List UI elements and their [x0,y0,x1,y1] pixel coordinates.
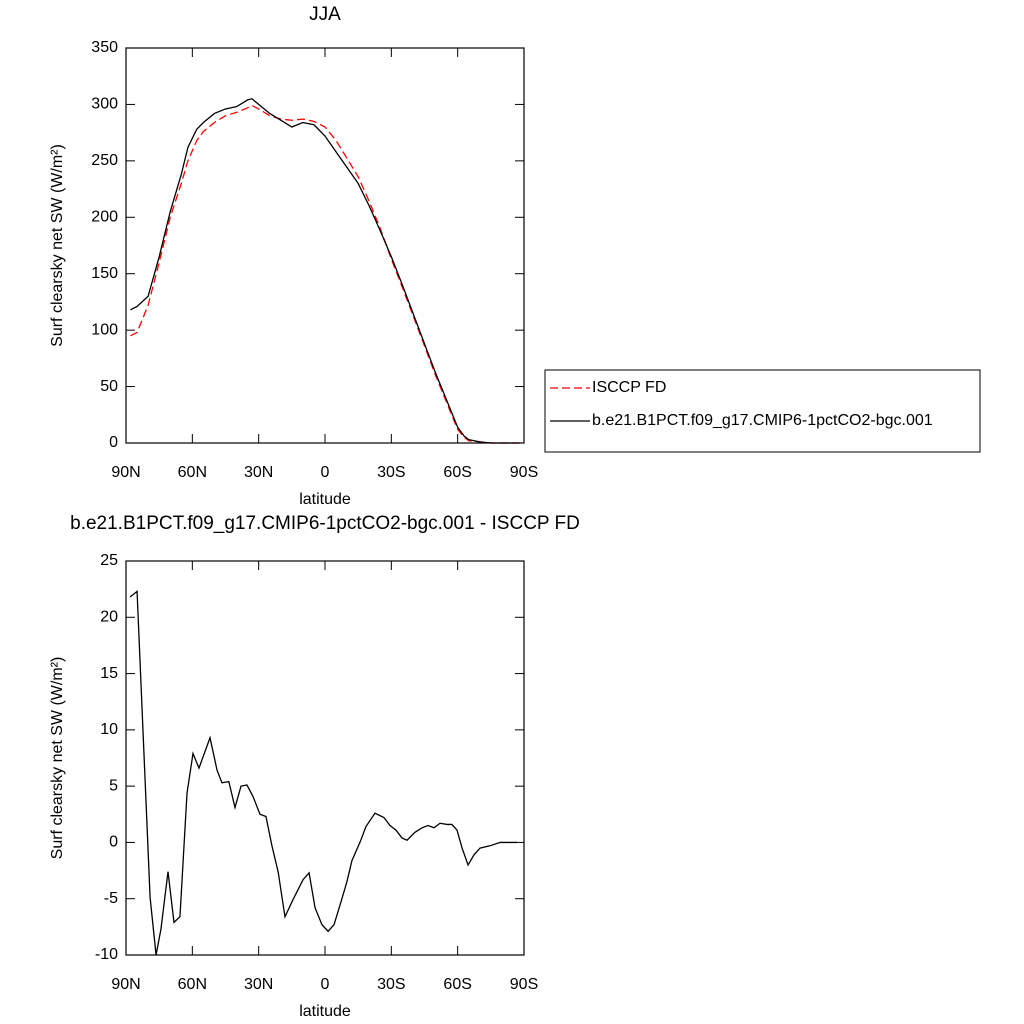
data-line [130,98,520,444]
y-tick-label: 250 [91,152,118,169]
x-tick-label: 90N [111,976,140,993]
x-tick-label: 90S [510,464,538,481]
y-tick-label: 0 [109,434,118,451]
x-tick-label: 30N [244,464,273,481]
x-axis-label: latitude [299,1003,351,1020]
x-tick-label: 60N [178,976,207,993]
y-tick-label: 25 [100,552,118,569]
legend-label: b.e21.B1PCT.f09_g17.CMIP6-1pctCO2-bgc.00… [592,412,933,429]
plot-frame [125,47,525,444]
x-tick-label: 0 [321,976,330,993]
y-tick-label: 150 [91,265,118,282]
x-tick-label: 60S [443,976,471,993]
y-axis-label: Surf clearsky net SW (W/m²) [49,657,66,860]
y-tick-label: 300 [91,96,118,113]
legend-box [544,369,981,453]
x-tick-label: 60N [178,464,207,481]
y-tick-label: 5 [109,777,118,794]
data-line [129,590,517,956]
y-tick-label: 20 [100,609,118,626]
y-tick-label: 100 [91,321,118,338]
plot-frame [125,560,525,956]
x-tick-label: 60S [443,464,471,481]
y-tick-label: 10 [100,721,118,738]
x-axis-label: latitude [299,491,351,508]
x-tick-label: 30N [244,976,273,993]
y-tick-label: 50 [100,378,118,395]
y-axis-label: Surf clearsky net SW (W/m²) [49,144,66,347]
x-tick-label: 90N [111,464,140,481]
y-tick-label: 15 [100,665,118,682]
x-tick-label: 30S [377,464,405,481]
y-tick-label: -5 [104,890,118,907]
legend-label: ISCCP FD [592,379,666,396]
y-tick-label: 350 [91,39,118,56]
chart-title: JJA [309,4,341,25]
y-tick-label: 0 [109,834,118,851]
y-tick-label: -10 [95,946,118,963]
x-tick-label: 30S [377,976,405,993]
x-tick-label: 0 [321,464,330,481]
x-tick-label: 90S [510,976,538,993]
y-tick-label: 200 [91,209,118,226]
data-line [130,104,520,444]
chart-title: b.e21.B1PCT.f09_g17.CMIP6-1pctCO2-bgc.00… [70,513,580,534]
